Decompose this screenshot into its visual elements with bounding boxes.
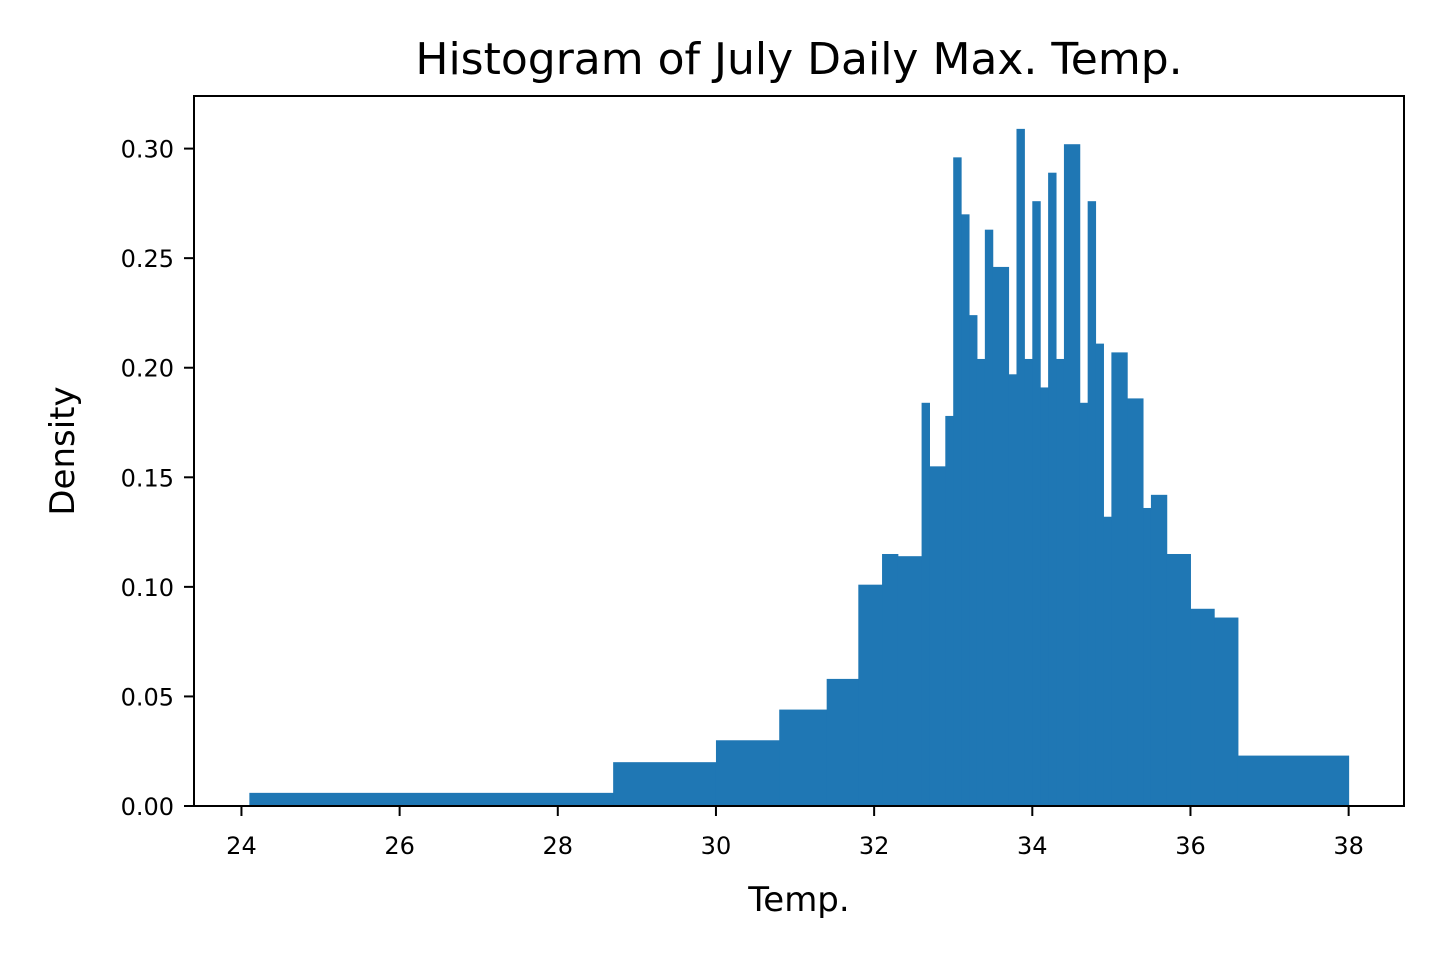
histogram-bar-8 — [921, 402, 930, 806]
histogram-bar-35 — [1214, 617, 1239, 806]
x-tick-label: 26 — [384, 832, 415, 860]
histogram-bar-16 — [992, 266, 1010, 807]
histogram-bar-19 — [1024, 358, 1033, 806]
histogram-bar-24 — [1063, 144, 1081, 807]
x-tick-label: 24 — [226, 832, 257, 860]
histogram-bar-13 — [969, 315, 978, 806]
histogram-bar-30 — [1127, 398, 1144, 806]
plot-frame — [193, 95, 1405, 807]
histogram-bar-29 — [1111, 352, 1128, 806]
histogram-bar-23 — [1056, 358, 1065, 806]
x-tick-label: 28 — [543, 832, 574, 860]
histogram-bar-0 — [249, 792, 614, 806]
histogram-bar-10 — [945, 415, 954, 806]
histogram-bar-22 — [1048, 172, 1057, 807]
x-tick-label: 36 — [1175, 832, 1206, 860]
y-tick-label: 0.05 — [121, 683, 174, 711]
histogram-bar-3 — [779, 709, 828, 806]
histogram-bar-26 — [1087, 201, 1097, 806]
histogram-bar-31 — [1143, 507, 1152, 806]
x-tick-label: 34 — [1017, 832, 1048, 860]
x-tick-label: 30 — [701, 832, 732, 860]
histogram-bar-34 — [1190, 608, 1215, 806]
histogram-bar-2 — [715, 740, 780, 806]
y-tick-label: 0.20 — [121, 355, 174, 383]
histogram-bar-11 — [953, 157, 962, 806]
x-tick-label: 32 — [859, 832, 890, 860]
histogram-bars — [249, 128, 1350, 807]
y-tick-label: 0.10 — [121, 574, 174, 602]
histogram-bar-28 — [1103, 516, 1112, 806]
histogram-bar-14 — [976, 358, 986, 806]
y-tick-label: 0.15 — [121, 464, 174, 492]
y-axis-ticks: 0.00 0.05 0.10 0.15 0.20 0.25 0.30 — [121, 136, 194, 821]
x-axis-ticks: 24 26 28 30 32 34 36 38 — [226, 806, 1364, 860]
histogram-bar-4 — [826, 678, 859, 806]
chart-title: Histogram of July Daily Max. Temp. — [415, 34, 1182, 85]
y-tick-label: 0.30 — [121, 136, 174, 164]
x-tick-label: 38 — [1333, 832, 1364, 860]
histogram-bar-5 — [858, 584, 883, 806]
histogram-bar-32 — [1150, 494, 1168, 806]
histogram-bar-7 — [897, 556, 923, 806]
histogram-bar-36 — [1237, 755, 1350, 806]
y-tick-label: 0.25 — [121, 245, 174, 273]
histogram-bar-12 — [961, 214, 970, 807]
histogram-bar-15 — [984, 229, 994, 806]
histogram-bar-25 — [1079, 402, 1089, 806]
y-axis-label: Density — [43, 386, 83, 515]
histogram-bar-6 — [882, 553, 899, 806]
histogram-bar-9 — [929, 466, 946, 806]
histogram-bar-18 — [1016, 128, 1025, 807]
histogram-bar-33 — [1166, 553, 1191, 806]
histogram-bar-21 — [1040, 387, 1049, 806]
histogram-bar-27 — [1095, 343, 1104, 806]
histogram-bar-1 — [613, 762, 717, 806]
histogram-bar-20 — [1032, 201, 1041, 806]
y-tick-label: 0.00 — [121, 793, 174, 821]
histogram-bar-17 — [1008, 374, 1017, 806]
x-axis-label: Temp. — [747, 880, 849, 920]
